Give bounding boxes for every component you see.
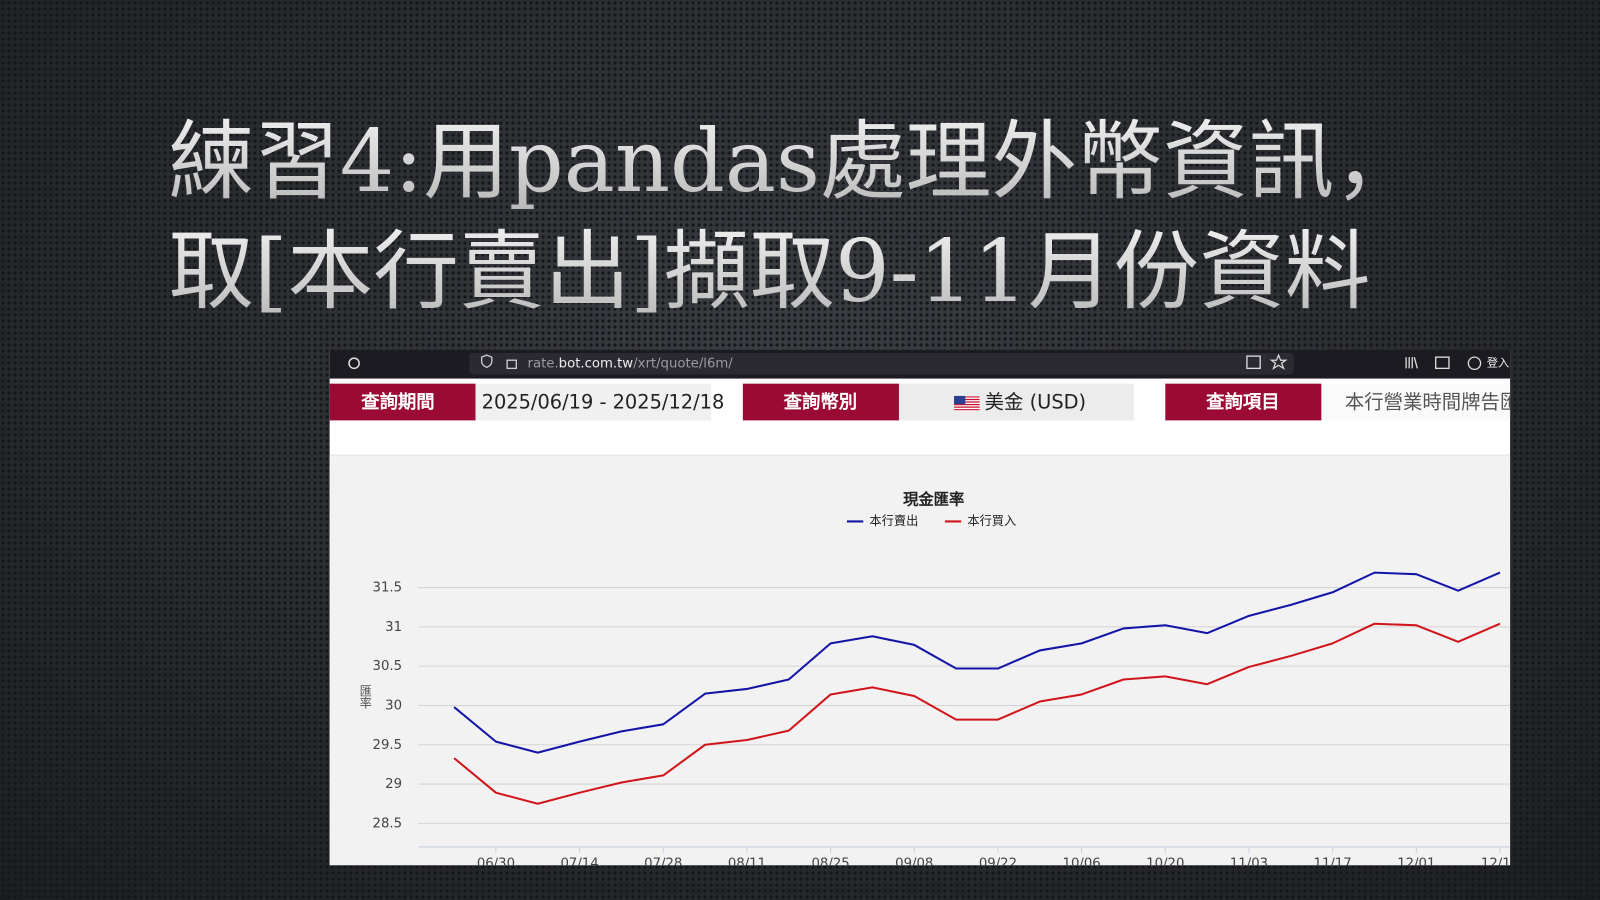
url-path: /xrt/quote/l6m/ — [633, 356, 733, 371]
query-label-bg — [329, 383, 476, 421]
query-currency: 美金 (USD) — [985, 391, 1086, 414]
lock-icon — [506, 359, 517, 370]
query-label: 查詢幣別 — [784, 391, 857, 413]
reload-icon[interactable] — [348, 357, 360, 370]
y-tick-label: 31 — [385, 620, 402, 635]
y-tick-label: 29.5 — [373, 738, 403, 753]
save-icon[interactable] — [1246, 355, 1261, 370]
x-tick-label: 09/08 — [895, 856, 933, 871]
x-tick-label: 08/25 — [812, 856, 850, 871]
chart-panel — [329, 456, 1511, 866]
x-tick-label: 09/22 — [979, 856, 1017, 871]
chart-title: 現金匯率 — [903, 490, 964, 508]
x-tick-label: 07/28 — [644, 856, 682, 871]
query-item: 本行營業時間牌告匯 — [1345, 391, 1519, 414]
legend-label: 本行賣出 — [869, 513, 918, 528]
y-tick-label: 28.5 — [373, 816, 403, 831]
us-flag — [954, 395, 980, 412]
slide-title: 取[本行賣出]擷取9-11月份資料 — [168, 222, 1370, 322]
x-tick-label: 12/01 — [1397, 856, 1435, 871]
x-tick-label: 08/11 — [728, 856, 766, 871]
account-icon[interactable] — [1467, 356, 1482, 371]
sidebar-icon[interactable] — [1435, 356, 1450, 370]
x-tick-label: 06/30 — [477, 856, 515, 871]
legend-label: 本行買入 — [967, 514, 1016, 528]
x-tick-label: 07/14 — [560, 856, 598, 871]
query-field[interactable] — [1321, 383, 1511, 421]
y-tick-label: 29 — [385, 777, 402, 792]
shield-icon — [480, 354, 493, 369]
url-host: bot.com.tw — [559, 356, 634, 371]
x-tick-label: 12/15 — [1481, 856, 1519, 871]
query-field[interactable] — [475, 383, 712, 421]
series-line — [453, 571, 1501, 754]
query-label: 查詢項目 — [1206, 391, 1279, 413]
star-icon[interactable] — [1269, 353, 1288, 370]
url-bar[interactable] — [469, 353, 1294, 375]
query-label-bg — [1165, 383, 1322, 421]
x-tick-label: 11/03 — [1230, 856, 1268, 871]
x-tick-label: 10/06 — [1063, 856, 1101, 871]
query-period: 2025/06/19 - 2025/12/18 — [482, 391, 725, 414]
x-tick-label: 11/17 — [1314, 856, 1352, 871]
library-icon[interactable] — [1405, 356, 1418, 369]
y-axis-label: 匯率 — [358, 684, 372, 709]
query-label: 查詢期間 — [361, 391, 434, 413]
series-line — [453, 622, 1501, 805]
url-sub: rate. — [528, 356, 559, 371]
url: rate.bot.com.tw/xrt/quote/l6m/ — [528, 356, 734, 371]
slide-title: 練習4:用pandas處理外幣資訊， — [168, 112, 1420, 212]
x-tick-label: 10/20 — [1146, 856, 1184, 871]
screenshot: rate.bot.com.tw/xrt/quote/l6m/ 登入 查詢期間 2… — [329, 349, 1519, 871]
y-tick-label: 30 — [385, 698, 402, 713]
y-tick-label: 30.5 — [373, 659, 403, 674]
login[interactable]: 登入 — [1487, 355, 1509, 369]
query-label-bg — [742, 383, 899, 421]
query-field[interactable] — [898, 383, 1134, 421]
y-tick-label: 31.5 — [373, 581, 403, 596]
